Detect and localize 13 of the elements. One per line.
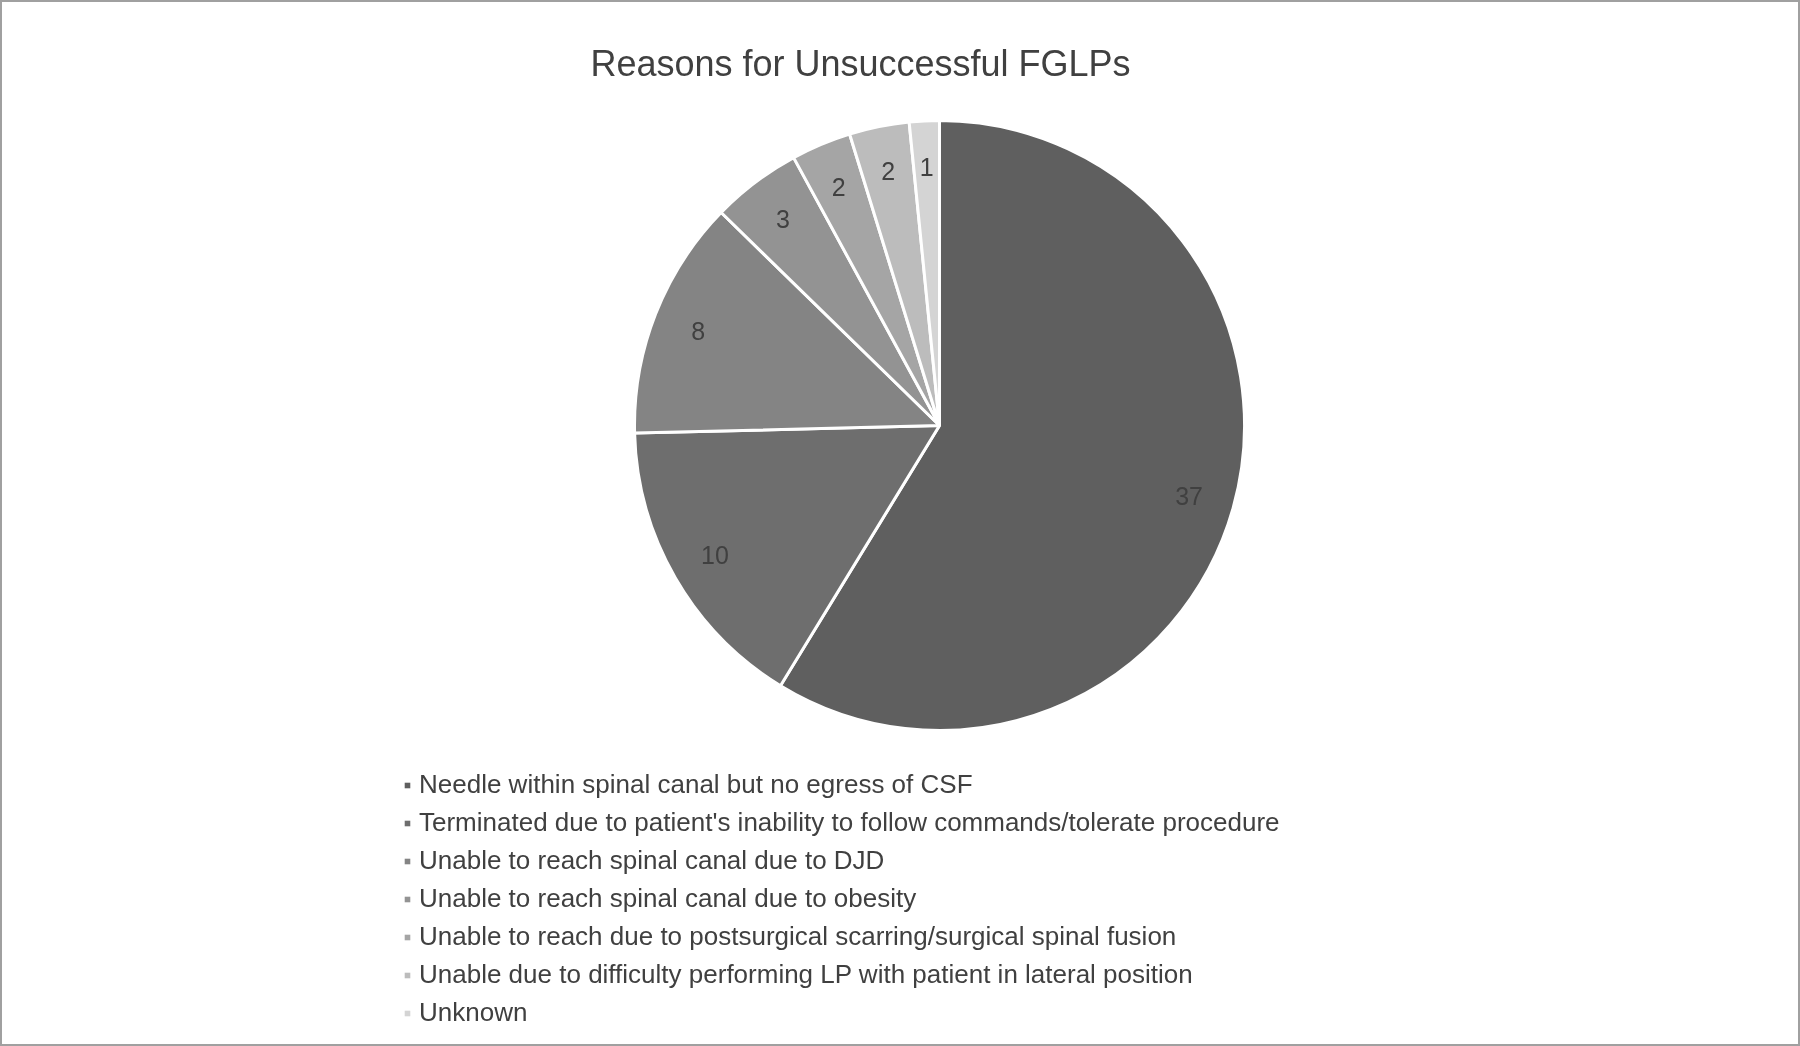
legend-label: Unknown [419,997,528,1028]
chart-title: Reasons for Unsuccessful FGLPs [590,43,1131,84]
data-label: 3 [776,204,790,233]
data-label: 1 [919,152,934,181]
legend-label: Unable to reach spinal canal due to DJD [419,845,885,876]
data-label: 8 [691,316,706,345]
legend-label: Terminated due to patient's inability to follow commands/tolerate procedure [419,807,1280,838]
legend-label: Unable to reach spinal canal due to obesity [419,883,917,914]
data-label: 2 [881,157,896,186]
legend-label: Unable to reach due to postsurgical scarring/surgical spinal fusion [419,921,1177,952]
data-label: 2 [831,172,846,201]
legend-label: Unable due to difficulty performing LP with patient in lateral position [419,959,1193,990]
legend-label: Needle within spinal canal but no egress of CSF [419,769,973,800]
